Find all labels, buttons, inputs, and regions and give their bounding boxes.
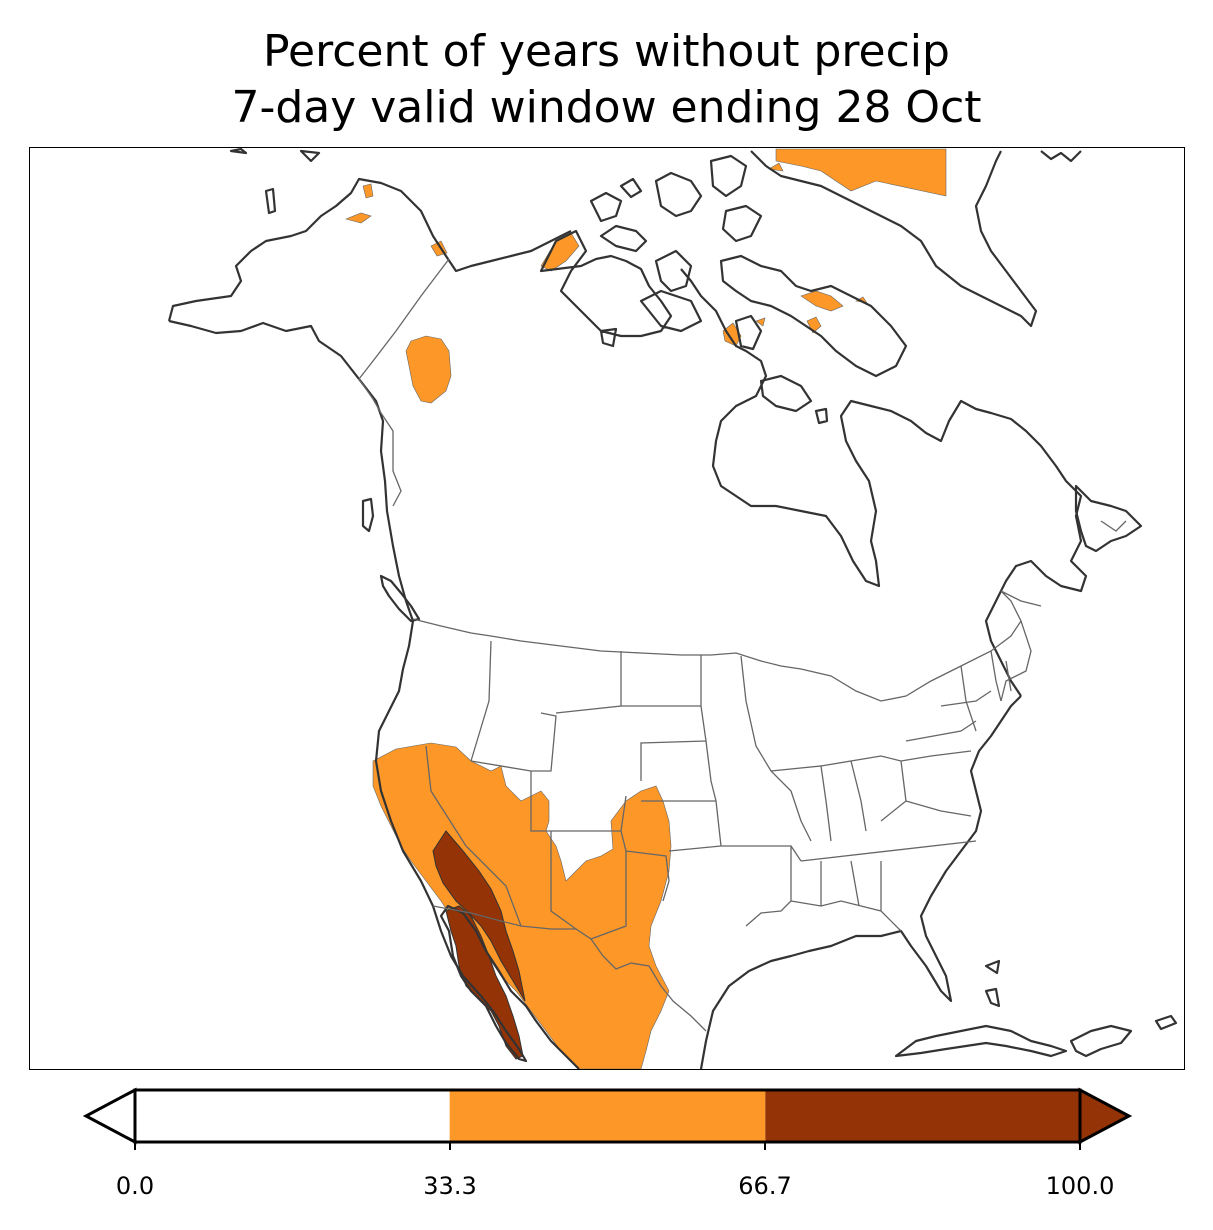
greenland-outline bbox=[750, 150, 1038, 328]
colorbar-bin-1 bbox=[449, 1090, 766, 1142]
region-arctic-island-5 bbox=[768, 162, 784, 172]
political-borders bbox=[358, 258, 1127, 1032]
us-canada-border bbox=[412, 618, 1022, 702]
mid-bin-regions bbox=[345, 148, 947, 1069]
region-yukon-orange bbox=[405, 335, 452, 404]
arctic-islands bbox=[229, 148, 1082, 425]
region-arctic-island-7 bbox=[755, 317, 766, 327]
colorbar-tick-label: 0.0 bbox=[115, 1172, 155, 1200]
chart-title-line1: Percent of years without precip bbox=[263, 26, 950, 77]
colorbar-extend-min bbox=[82, 1087, 137, 1145]
gulf-coast bbox=[699, 695, 1022, 1069]
newfoundland bbox=[1074, 484, 1143, 553]
colorbar-bin-2 bbox=[765, 1090, 1080, 1142]
region-alaska-north-1 bbox=[345, 212, 372, 224]
bahamas bbox=[984, 959, 1001, 1008]
region-arctic-island-2 bbox=[800, 290, 844, 312]
alaska-canada-border bbox=[358, 258, 450, 507]
coastlines bbox=[167, 148, 1178, 1069]
region-alaska-north-2 bbox=[362, 183, 374, 199]
chart-title-line2: 7-day valid window ending 28 Oct bbox=[231, 82, 982, 133]
colorbar-tick-label: 33.3 bbox=[423, 1172, 477, 1200]
atlantic-canada-coast bbox=[680, 268, 1088, 697]
colorbar-bin-0 bbox=[135, 1090, 450, 1142]
colorbar-tick-label: 66.7 bbox=[738, 1172, 792, 1200]
region-nevada-sonora-dark bbox=[432, 830, 526, 1002]
puerto-rico bbox=[1154, 1014, 1178, 1031]
colorbar-tick-label: 100.0 bbox=[1045, 1172, 1115, 1200]
canada-provinces bbox=[1000, 520, 1127, 702]
us-mexico-border bbox=[432, 905, 707, 1032]
state-lines bbox=[425, 640, 1012, 940]
colorbar-outline bbox=[133, 1088, 1082, 1144]
alaska-outline bbox=[167, 177, 572, 322]
map-panel bbox=[29, 147, 1185, 1070]
region-greenland-orange bbox=[775, 148, 947, 197]
hispaniola bbox=[1069, 1024, 1133, 1058]
north-america-map bbox=[167, 148, 1178, 1069]
cuba bbox=[894, 1024, 1068, 1058]
colorbar-extend-max bbox=[1078, 1087, 1133, 1145]
haida-gwaii bbox=[361, 497, 375, 533]
